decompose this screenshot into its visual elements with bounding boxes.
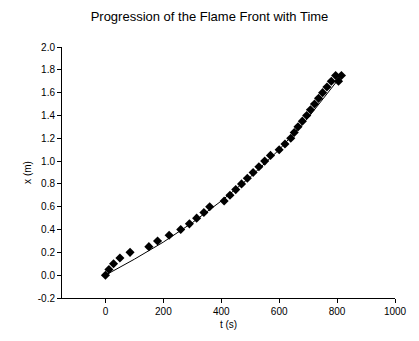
svg-text:0: 0 [103, 306, 109, 317]
svg-text:1000: 1000 [384, 306, 407, 317]
svg-text:0.2: 0.2 [41, 247, 55, 258]
svg-text:2.0: 2.0 [41, 42, 55, 53]
svg-text:200: 200 [155, 306, 172, 317]
svg-text:1.0: 1.0 [41, 156, 55, 167]
svg-text:1.2: 1.2 [41, 133, 55, 144]
svg-text:600: 600 [271, 306, 288, 317]
svg-text:x (m): x (m) [22, 161, 33, 184]
svg-text:-0.2: -0.2 [38, 293, 56, 304]
svg-text:Progression of the Flame Front: Progression of the Flame Front with Time [91, 9, 329, 24]
svg-text:1.8: 1.8 [41, 64, 55, 75]
svg-text:1.4: 1.4 [41, 110, 55, 121]
svg-text:800: 800 [329, 306, 346, 317]
svg-text:t (s): t (s) [220, 319, 237, 330]
svg-text:1.6: 1.6 [41, 87, 55, 98]
svg-text:0.8: 0.8 [41, 178, 55, 189]
svg-text:0.0: 0.0 [41, 270, 55, 281]
svg-text:0.6: 0.6 [41, 201, 55, 212]
svg-text:0.4: 0.4 [41, 224, 55, 235]
svg-text:400: 400 [213, 306, 230, 317]
